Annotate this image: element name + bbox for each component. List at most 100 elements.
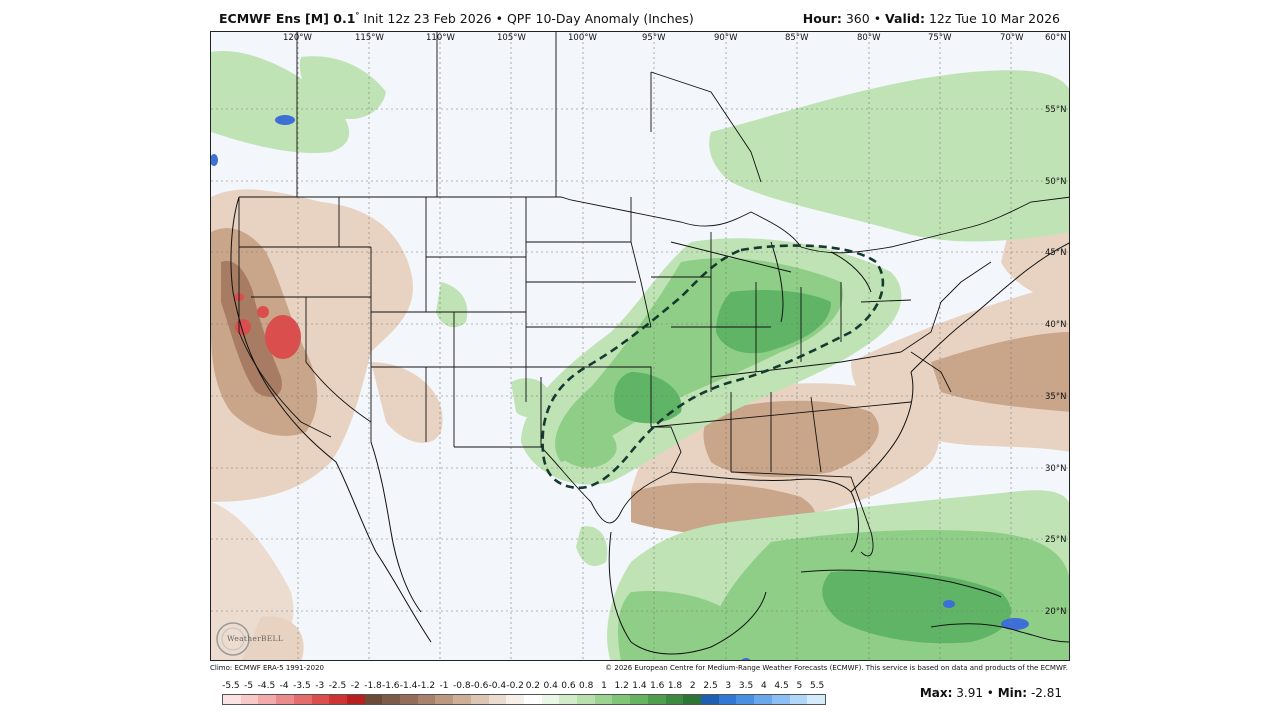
min-label: Min:	[997, 686, 1028, 700]
max-value: 3.91	[956, 686, 983, 700]
latitude-labels: 55°N 50°N 45°N 40°N 35°N 30°N 25°N 20°N	[1045, 105, 1066, 617]
scale-segment	[789, 695, 808, 704]
scale-segment	[665, 695, 684, 704]
scale-segment	[435, 695, 454, 704]
longitude-labels: 120°W 115°W 110°W 105°W 100°W 95°W 90°W …	[283, 33, 1066, 43]
valid-value: 12z Tue 10 Mar 2026	[928, 11, 1060, 26]
hour-label: Hour:	[802, 11, 842, 26]
lat-label-40n: 40°N	[1045, 320, 1066, 330]
lon-label-120w: 120°W	[283, 33, 312, 43]
scale-tick-label: 3.5	[738, 681, 754, 691]
climo-note: Climo: ECMWF ERA-5 1991-2020	[210, 664, 324, 672]
stats-bullet: •	[986, 686, 994, 700]
scale-tick-label: -3	[315, 681, 325, 691]
scale-segment	[276, 695, 294, 704]
scale-segment	[630, 695, 648, 704]
model-name: ECMWF Ens [M] 0.1°	[219, 11, 360, 27]
scale-tick-label: 1.4	[632, 681, 647, 691]
scale-tick-label: 2.5	[703, 681, 718, 691]
map-canvas: 120°W 115°W 110°W 105°W 100°W 95°W 90°W …	[211, 32, 1069, 660]
forecast-map[interactable]: 120°W 115°W 110°W 105°W 100°W 95°W 90°W …	[210, 31, 1070, 661]
scale-tick-label: 1.2	[614, 681, 629, 691]
scale-segment	[293, 695, 312, 704]
scale-tick-label: -3.5	[293, 681, 311, 691]
extreme-wet-regions	[211, 115, 1029, 660]
max-min-stats: Max: 3.91 • Min: -2.81	[920, 686, 1062, 700]
scale-tick-label: 4.5	[774, 681, 789, 691]
lat-label-20n: 20°N	[1045, 607, 1066, 617]
scale-tick-label: 0.2	[525, 681, 541, 691]
scale-tick-label: -1.6	[381, 681, 400, 691]
scale-tick-label: -0.8	[453, 681, 471, 691]
lat-label-45n: 45°N	[1045, 248, 1066, 258]
scale-segment	[382, 695, 401, 704]
lat-label-60n: 60°N	[1045, 33, 1066, 43]
lon-label-70w: 70°W	[1000, 33, 1024, 43]
lon-label-85w: 85°W	[785, 33, 809, 43]
scale-tick-label: -4	[279, 681, 289, 691]
lat-label-50n: 50°N	[1045, 177, 1066, 187]
highlight-contour	[541, 244, 885, 490]
scale-segment	[683, 695, 701, 704]
lon-label-90w: 90°W	[714, 33, 738, 43]
scale-segment	[240, 695, 259, 704]
lat-label-30n: 30°N	[1045, 464, 1066, 474]
valid-time-header: Hour: 360 • Valid: 12z Tue 10 Mar 2026	[803, 11, 1060, 26]
weatherbell-logo	[216, 622, 250, 656]
graticule	[211, 32, 1069, 660]
scale-segment	[488, 695, 507, 704]
lon-label-105w: 105°W	[497, 33, 526, 43]
scale-segment	[541, 695, 560, 704]
init-time: Init 12z 23 Feb 2026	[363, 11, 492, 27]
scale-segment	[771, 695, 790, 704]
scale-segment	[577, 695, 595, 704]
scale-segment	[453, 695, 471, 704]
scale-segment	[506, 695, 524, 704]
scale-segment	[700, 695, 719, 704]
scale-segment	[754, 695, 772, 704]
scale-segment	[329, 695, 347, 704]
scale-segment	[523, 695, 542, 704]
scale-segment	[612, 695, 631, 704]
scale-segment	[736, 695, 755, 704]
max-label: Max:	[919, 686, 953, 700]
scale-segment	[364, 695, 383, 704]
scale-segment	[400, 695, 418, 704]
scale-tick-label: 2	[689, 681, 696, 691]
scale-tick-label: -5	[244, 681, 254, 691]
lat-label-55n: 55°N	[1045, 105, 1066, 115]
map-title: ECMWF Ens [M] 0.1° Init 12z 23 Feb 2026 …	[219, 11, 694, 26]
scale-tick-label: -4.5	[257, 681, 276, 691]
scale-tick-label: -0.2	[506, 681, 524, 691]
color-scale-labels: -5.5 -5 -4.5 -4 -3.5 -3 -2.5 -2 -1.8 -1.6 -1.4 -1.2…	[222, 681, 826, 693]
scale-tick-label: -5.5	[222, 681, 240, 691]
lat-label-35n: 35°N	[1045, 392, 1066, 402]
scale-tick-label: 5	[796, 681, 803, 691]
hour-value: 360	[845, 11, 870, 26]
scale-tick-label: -1.8	[364, 681, 382, 691]
scale-segment	[258, 695, 277, 704]
scale-segment	[470, 695, 489, 704]
copyright-note: © 2026 European Centre for Medium-Range …	[605, 664, 1068, 672]
scale-segment	[807, 695, 825, 704]
scale-tick-label: -1	[439, 681, 449, 691]
lon-label-115w: 115°W	[355, 33, 384, 43]
product-name: QPF 10-Day Anomaly (Inches)	[506, 11, 694, 27]
scale-tick-label: -0.4	[488, 681, 507, 691]
lon-label-100w: 100°W	[568, 33, 597, 43]
scale-segment	[647, 695, 666, 704]
valid-label: Valid:	[885, 11, 925, 26]
lon-label-95w: 95°W	[642, 33, 666, 43]
scale-tick-label: 4	[760, 681, 767, 691]
scale-tick-label: 1.6	[650, 681, 665, 691]
coastlines	[230, 196, 1069, 655]
scale-segment	[311, 695, 330, 704]
scale-tick-label: 1.8	[667, 681, 683, 691]
scale-tick-label: 0.6	[561, 681, 576, 691]
scale-segment	[223, 695, 241, 704]
scale-segment	[346, 695, 365, 704]
title-bullet: •	[495, 11, 503, 27]
scale-tick-label: -0.6	[470, 681, 489, 691]
scale-segment	[417, 695, 436, 704]
scale-segment	[718, 695, 737, 704]
